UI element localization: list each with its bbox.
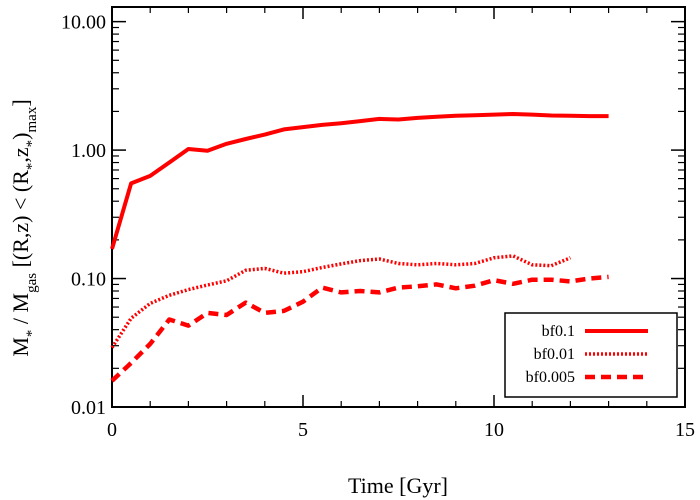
x-tick-label: 15 bbox=[675, 419, 695, 441]
series-line-bf0-1 bbox=[110, 112, 609, 250]
legend-label: bf0.01 bbox=[534, 346, 575, 363]
y-tick-label: 10.00 bbox=[61, 12, 106, 34]
series-line-bf0-005 bbox=[110, 274, 609, 383]
legend: bf0.1 bf0.01 bf0.005 bbox=[504, 312, 678, 398]
x-tick-label: 10 bbox=[484, 419, 504, 441]
x-tick-label: 0 bbox=[107, 419, 117, 441]
series-line-bf0-01 bbox=[110, 254, 572, 349]
legend-label: bf0.1 bbox=[542, 323, 575, 340]
y-tick-label: 0.01 bbox=[71, 397, 106, 419]
y-tick-label: 1.00 bbox=[71, 140, 106, 162]
x-axis-label: Time [Gyr] bbox=[348, 473, 448, 498]
series-layer bbox=[110, 112, 609, 383]
legend-label: bf0.005 bbox=[526, 369, 575, 386]
y-tick-label: 0.10 bbox=[71, 269, 106, 291]
x-tick-label: 5 bbox=[298, 419, 308, 441]
ticks: 0 5 10 15 0.01 0.10 1.00 10.00 bbox=[61, 7, 695, 441]
y-axis-label: M* / Mgas [(R,z) < (R*,z*)max] bbox=[8, 99, 40, 356]
plot-frame bbox=[111, 6, 686, 408]
